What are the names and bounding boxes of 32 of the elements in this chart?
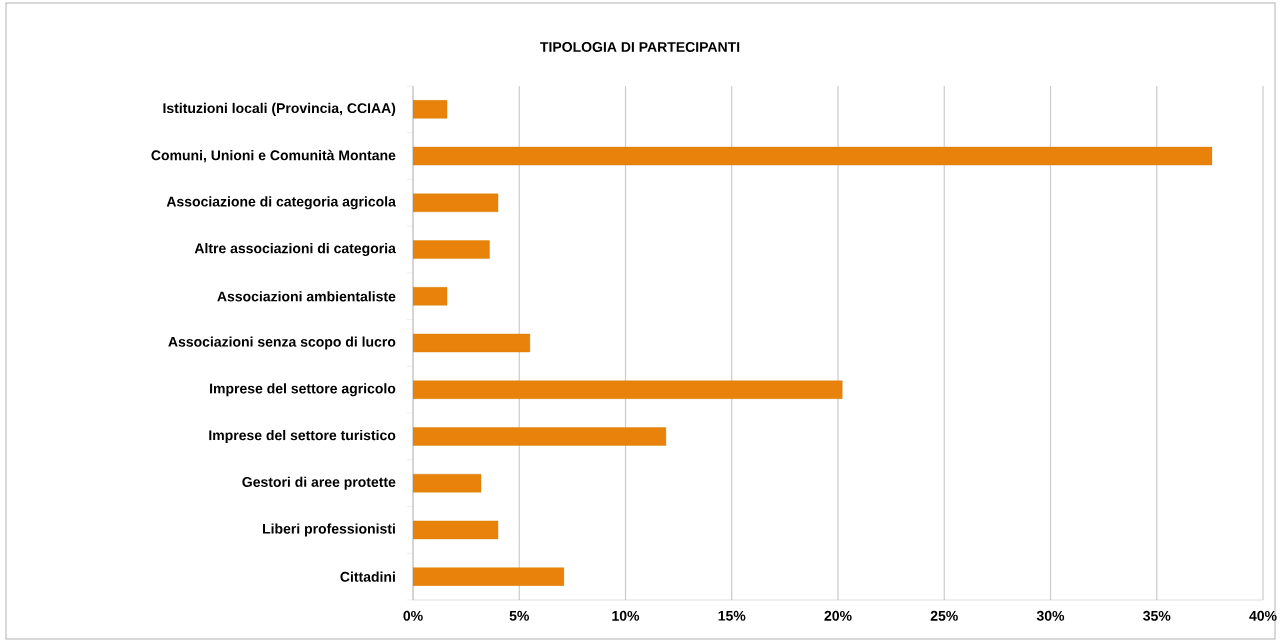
bar	[413, 287, 448, 306]
bar	[413, 100, 448, 119]
y-tick-label: Comuni, Unioni e Comunità Montane	[151, 149, 396, 163]
y-tick-label: Altre associazioni di categoria	[194, 242, 396, 257]
bar	[413, 240, 490, 259]
x-tick-label: 25%	[930, 610, 958, 621]
bar	[413, 520, 499, 540]
y-tick-label: Liberi professionisti	[263, 523, 395, 537]
bar	[413, 333, 531, 353]
y-tick-label: Associazioni senza scopo di lucro	[168, 336, 396, 350]
x-tick-label: 10%	[612, 610, 640, 621]
bar	[413, 380, 843, 399]
x-tick-label: 30%	[1036, 610, 1065, 621]
chart-title: TIPOLOGIA DI PARTECIPANTI	[540, 42, 740, 52]
y-tick-label: Imprese del settore turistico	[209, 429, 396, 443]
bar	[413, 193, 499, 213]
bar	[413, 427, 667, 446]
bar	[413, 146, 1213, 166]
x-tick-label: 15%	[718, 610, 746, 621]
y-tick-label: Associazione di categoria agricola	[166, 196, 396, 210]
x-tick-label: 20%	[824, 610, 852, 621]
x-tick-label: 35%	[1143, 610, 1171, 621]
bar	[413, 567, 565, 586]
bar	[413, 473, 482, 493]
y-tick-label: Cittadini	[340, 571, 395, 582]
x-tick-label: 0%	[403, 610, 423, 621]
y-tick-label: Gestori di aree protette	[242, 476, 396, 490]
y-tick-label: Imprese del settore agricolo	[210, 383, 396, 397]
x-tick-label: 5%	[509, 610, 529, 621]
y-tick-label: Associazioni ambientaliste	[217, 291, 396, 302]
y-tick-label: Istituzioni locali (Provincia, CCIAA)	[163, 102, 396, 116]
x-tick-label: 40%	[1249, 610, 1277, 621]
